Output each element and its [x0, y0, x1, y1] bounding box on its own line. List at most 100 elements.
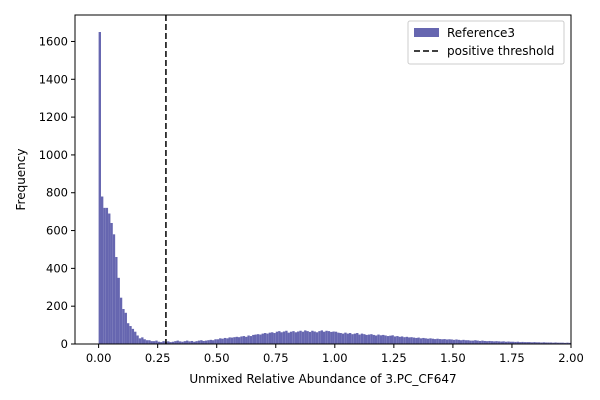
x-tick-label: 2.00 — [558, 351, 584, 365]
histogram-bar — [219, 338, 222, 344]
histogram-bar — [150, 341, 153, 344]
histogram-bar — [119, 297, 123, 344]
histogram-bar — [379, 335, 383, 344]
histogram-bar — [157, 341, 161, 344]
histogram-bar — [247, 335, 250, 344]
histogram-bar — [181, 341, 184, 344]
y-axis-ticks: 0 200 400 600 800 1000 1200 1400 1600 — [39, 34, 75, 351]
legend-swatch-reference3 — [414, 28, 439, 37]
histogram-bar — [105, 207, 109, 344]
histogram-bar — [396, 336, 399, 344]
histogram-bar — [353, 333, 357, 344]
histogram-bar — [195, 341, 198, 344]
histogram-bar — [256, 334, 260, 344]
histogram-bar — [367, 334, 371, 344]
histogram-bar — [289, 331, 293, 344]
y-tick-label: 1000 — [39, 148, 68, 162]
histogram-bar — [252, 334, 255, 344]
histogram-bar — [365, 334, 368, 344]
histogram-bar — [448, 339, 451, 344]
histogram-bar — [148, 340, 151, 344]
histogram-bar — [271, 332, 274, 344]
histogram-bar — [419, 338, 423, 344]
histogram-bar — [275, 331, 279, 344]
histogram-bar — [344, 332, 347, 344]
histogram-bar — [129, 326, 132, 344]
y-tick-label: 400 — [46, 261, 68, 275]
histogram-bar — [176, 340, 179, 344]
histogram-bar — [313, 331, 316, 344]
x-tick-label: 1.50 — [440, 351, 466, 365]
histogram-bar — [476, 340, 479, 344]
histogram-bar — [526, 342, 529, 344]
y-tick-label: 1400 — [39, 72, 68, 86]
histogram-bar — [178, 341, 182, 344]
histogram-bar — [249, 336, 253, 344]
histogram-bar — [424, 338, 427, 344]
histogram-bar — [377, 334, 380, 344]
histogram-bar — [221, 338, 224, 344]
histogram-bar — [117, 277, 120, 344]
histogram-bar — [171, 341, 175, 344]
legend-label-reference3: Reference3 — [447, 26, 515, 40]
histogram-bar — [459, 340, 463, 344]
histogram-bar — [237, 337, 241, 344]
histogram-bar — [138, 338, 142, 344]
histogram-bar — [320, 330, 323, 344]
histogram-bar — [469, 340, 472, 344]
histogram-bar — [126, 323, 130, 344]
histogram-bar — [207, 340, 210, 344]
histogram-bar — [441, 339, 444, 344]
histogram-bar — [542, 342, 546, 344]
plot-frame — [74, 14, 572, 345]
histogram-bar — [259, 334, 262, 344]
histogram-bar — [493, 341, 496, 344]
histogram-bar — [372, 334, 375, 344]
histogram-bar — [507, 341, 510, 344]
histogram-bar — [280, 332, 283, 344]
histogram-bar — [445, 339, 449, 344]
histogram-bar — [143, 339, 146, 344]
histogram-bar — [108, 213, 111, 344]
histogram-bar — [426, 338, 430, 344]
histogram-bar — [485, 341, 489, 344]
histogram-bar — [297, 331, 300, 344]
histogram-bar — [521, 341, 524, 344]
histogram-bar — [356, 333, 359, 344]
histogram-bar — [339, 333, 342, 344]
histogram-bar — [273, 333, 276, 344]
histogram-bar — [566, 342, 569, 344]
histogram-bar — [450, 339, 453, 344]
histogram-bar — [535, 342, 538, 344]
x-tick-label: 1.75 — [499, 351, 525, 365]
histogram-bar — [516, 341, 520, 344]
histogram-bar — [211, 340, 215, 344]
histogram-bar — [266, 333, 269, 344]
histogram-bar — [169, 342, 172, 344]
histogram-bar — [332, 331, 335, 344]
histogram-bar — [528, 342, 531, 344]
histogram-bar — [98, 32, 101, 345]
histogram-bar — [216, 339, 220, 344]
histogram-bar — [519, 342, 522, 344]
histogram-bar — [393, 336, 397, 344]
histogram-bar — [235, 336, 238, 344]
histogram-bar — [504, 341, 508, 344]
histogram-bar — [337, 332, 340, 344]
histogram-bar — [209, 339, 212, 344]
histogram-bar — [547, 342, 550, 344]
histogram-bar — [462, 339, 465, 344]
histogram-bar — [287, 332, 290, 344]
histogram-bar — [552, 342, 555, 344]
histogram-bar — [398, 336, 401, 344]
histogram-bar — [471, 340, 475, 344]
histogram-bar — [474, 340, 477, 344]
histogram-bar — [483, 340, 486, 344]
histogram-bar — [327, 331, 331, 344]
histogram-bar — [323, 331, 326, 344]
histogram-bar — [330, 331, 333, 344]
histogram-bar — [103, 207, 106, 344]
histogram-bar — [502, 341, 505, 344]
histogram-bar — [495, 341, 498, 344]
histogram-bar — [410, 337, 413, 344]
